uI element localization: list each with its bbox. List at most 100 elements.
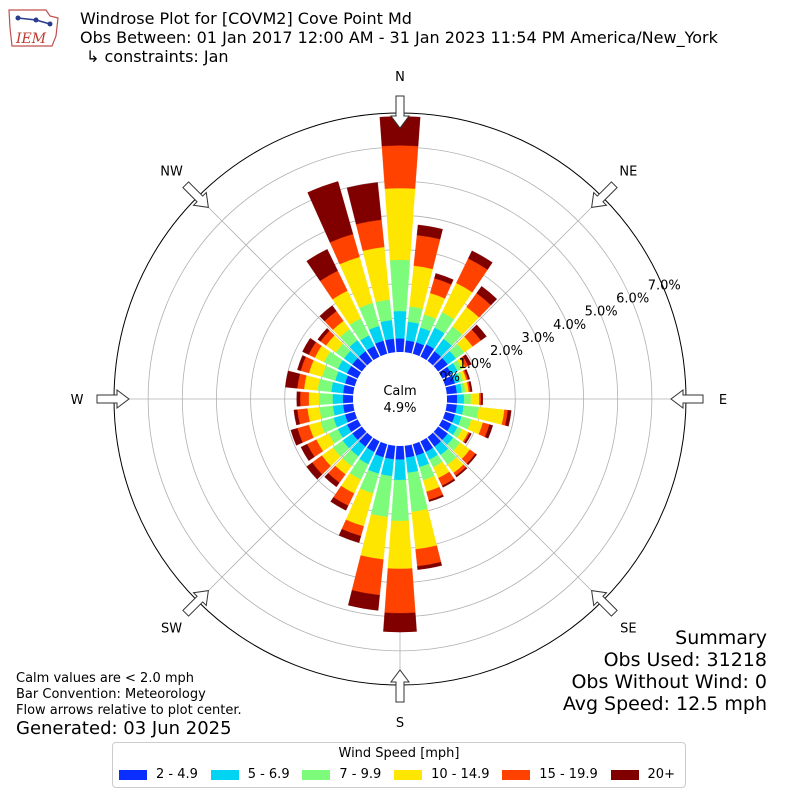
windrose-bar-segment [445,384,458,395]
windrose-bar-segment [404,340,415,354]
windrose-bar-segment [462,354,472,366]
grid-spoke [197,431,368,602]
legend-title: Wind Speed [mph] [338,746,460,761]
windrose-bar-segment [380,457,394,477]
chart-title: Windrose Plot for [COVM2] Cove Point Md [80,9,412,28]
windrose-bar-segment [395,338,405,353]
direction-label: NE [619,165,637,180]
windrose-bar-segment [319,405,335,419]
windrose-bar-segment [463,393,472,405]
flow-arrow-icon [591,590,618,617]
flow-arrow-icon [591,181,618,208]
windrose-bar-segment [479,393,482,405]
windrose-bar-segment [468,381,473,392]
windrose-bar-segment [299,391,310,407]
convention-note: Bar Convention: Meteorology [16,687,206,702]
legend-swatch [302,769,331,780]
windrose-bar-segment [445,403,458,414]
calm-note: Calm values are < 2.0 mph [16,671,195,686]
windrose-bar-segment [394,459,406,481]
windrose-bar-segment [455,466,468,478]
windrose-bar-segment [375,299,392,323]
windrose-bar-segment [306,462,323,480]
windrose-bar-segment [441,478,456,488]
windrose-bar-segment [407,306,423,324]
legend-label: 10 - 14.9 [431,767,490,782]
windrose-bar-segment [391,479,409,522]
calm-label: Calm [383,384,416,399]
legend-swatch [610,769,639,780]
legend-items: 2 - 4.9 5 - 6.9 7 - 9.9 10 - 14.9 15 - 19.9 2… [113,762,685,782]
calm-center: Calm 4.9% [353,352,447,446]
windrose-bar-segment [413,234,441,270]
windrose-bar-segment [417,561,442,570]
legend-swatch [210,769,239,780]
radial-tick-label: 7.0% [648,279,681,294]
radial-tick-label: 5.0% [585,305,618,320]
windrose-bar-segment [306,249,338,282]
windrose-bar-segment [387,520,413,570]
windrose-bar-segment [505,409,512,427]
windrose-bar-segment [307,407,322,422]
legend-label: 15 - 19.9 [539,767,598,782]
logo-text: IEM [15,31,47,47]
windrose-bar-segment [308,392,320,406]
legend-label: 2 - 4.9 [156,767,198,782]
windrose-bar-segment [393,310,407,339]
radial-tick-label: 3.0% [522,331,555,346]
windrose-bars [285,116,512,633]
legend-item: 2 - 4.9 [119,767,198,782]
direction-label: W [71,393,84,408]
windrose-bar-segment [342,403,355,414]
windrose-bar-segment [464,432,472,444]
windrose-bar-segment [476,286,498,306]
windrose-bar-segment [484,424,494,439]
legend-swatch [119,769,147,780]
windrose-bar-segment [446,394,458,404]
radial-tick-label: 6.0% [616,292,649,307]
radial-tick-label: 2.0% [490,344,523,359]
windrose-bar-segment [395,445,405,460]
flow-note: Flow arrows relative to plot center. [16,703,242,718]
windrose-bar-segment [346,182,382,225]
flow-arrow-icon [182,590,209,617]
avg-speed: Avg Speed: 12.5 mph [562,693,767,715]
summary-block: Summary Obs Used: 31218 Obs Without Wind… [563,627,767,715]
legend-label: 20+ [647,767,675,782]
windrose-bar-segment [380,319,394,341]
direction-label: SE [620,621,636,636]
windrose-bar-segment [285,370,300,389]
windrose-bar-segment [385,338,396,354]
chart-subtitle: Obs Between: 01 Jan 2017 12:00 AM - 31 J… [80,28,718,47]
windrose-bar-segment [471,324,487,341]
direction-label: SW [161,621,182,636]
windrose-bar-segment [416,224,443,240]
grid-spoke [197,196,368,367]
windrose-bar-segment [332,394,344,404]
windrose-bar-segment [468,250,493,270]
legend-item: 10 - 14.9 [394,767,490,782]
windrose-bar-segment [351,555,384,596]
windrose-bar-segment [385,444,396,460]
windrose-bar-segment [319,305,337,322]
notes-block: Calm values are < 2.0 mph Bar Convention… [16,671,242,719]
windrose-bar-segment [470,393,480,405]
windrose-bar-segment [480,392,484,406]
direction-label: N [395,70,405,85]
legend: Wind Speed [mph] 2 - 4.9 5 - 6.9 7 - 9.9 10… [112,742,686,788]
windrose-bar-segment [300,443,315,461]
constraints-line: ↳ constraints: Jan [86,47,229,66]
windrose-bar-segment [342,394,354,404]
flow-arrow-icon [670,389,704,409]
direction-arrows [96,95,704,703]
legend-item: 15 - 19.9 [502,767,598,782]
windrose-bar-segment [303,375,320,391]
windrose-bar-segment [466,453,478,466]
windrose-bar-segment [381,145,419,189]
direction-label: S [396,716,404,731]
windrose-bar-segment [331,381,345,394]
calm-value: 4.9% [383,401,416,416]
windrose-bar-segment [404,444,415,458]
windrose-bar-segment [379,116,421,147]
